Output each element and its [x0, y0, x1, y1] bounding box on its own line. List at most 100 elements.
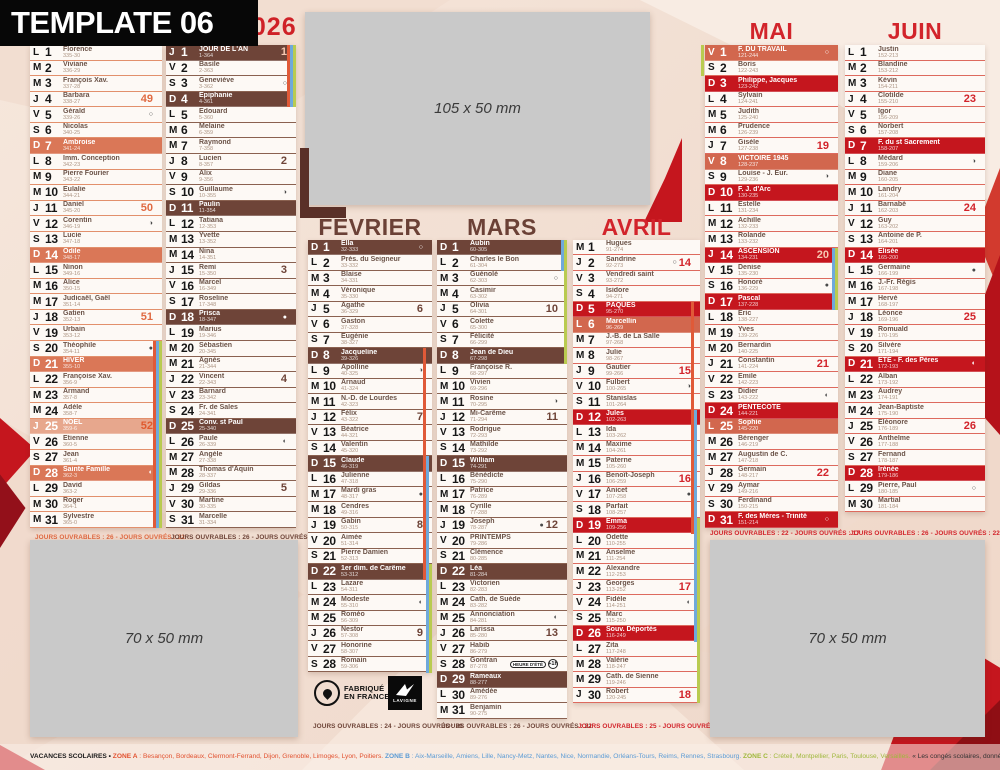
daylight-saving-pill: HEURE D'ÉTÉ [509, 660, 546, 668]
day-letter: V [33, 109, 40, 121]
photo-placeholder-bottom-right[interactable]: 70 x 50 mm [710, 540, 985, 737]
day-number: 8 [860, 154, 867, 169]
day-row: V 1 F. DU TRAVAIL 121-244 ○ [705, 45, 838, 61]
day-info: Ambroise 341-24 [63, 139, 153, 153]
day-letter: L [33, 373, 40, 385]
month-days-janvier: J 1 JOUR DE L'AN 1-364 1 V 2 Basile 2-363 S 3 Genev… [166, 45, 296, 528]
day-name: N.-D. de Lourdes [341, 394, 398, 402]
day-name: Angèle [199, 450, 223, 458]
day-letter: S [576, 504, 583, 516]
day-name: Modeste [341, 595, 370, 603]
day-name: Souv. Déportés [606, 626, 657, 634]
day-right: 4 [281, 373, 296, 385]
day-right: 9 [417, 627, 432, 639]
day-of-year: 347-18 [63, 239, 81, 246]
day-letter: M [311, 596, 320, 608]
day-letter: J [576, 365, 582, 377]
moon-phase-icon: ◐ [418, 598, 423, 606]
day-of-year: 42-323 [341, 401, 359, 408]
day-info: Éléonore 176-189 [878, 419, 964, 433]
day-row: M 16 Alice 350-15 [30, 279, 162, 295]
day-name: Constantin [738, 357, 775, 365]
day-of-year: 119-246 [606, 679, 626, 686]
day-row: D 22 Léa 81-284 [437, 564, 567, 580]
day-number: 5 [860, 107, 867, 122]
day-letter: M [708, 342, 717, 354]
day-info: Geneviève 3-362 [199, 77, 283, 91]
day-info: Fr. de Sales 24-341 [199, 404, 287, 418]
day-of-year: 55-310 [341, 602, 359, 609]
day-number: 21 [720, 356, 733, 371]
day-info: Hervé 168-197 [878, 295, 976, 309]
day-number: 20 [323, 533, 336, 548]
day-info: Théophile 354-11 [63, 342, 149, 356]
day-of-year: 12-353 [199, 223, 217, 230]
day-info: Ninon 349-16 [63, 264, 153, 278]
day-info: Sébastien 20-345 [199, 342, 287, 356]
day-letter: L [440, 581, 447, 593]
day-row: J 15 Remi 15-350 3 [166, 263, 296, 279]
photo-placeholder-bottom-left[interactable]: 70 x 50 mm [30, 540, 298, 737]
day-row: D 7 Ambroise 341-24 [30, 138, 162, 155]
day-of-year: 340-25 [63, 130, 81, 137]
day-info: Gisèle 127-238 [738, 139, 817, 153]
day-letter: L [311, 257, 318, 269]
day-of-year: 80-285 [470, 556, 488, 563]
day-of-year: 14-351 [199, 255, 217, 262]
day-name: Florence [63, 45, 93, 53]
day-name: Emma [606, 518, 628, 526]
day-name: Maxime [606, 441, 632, 449]
day-row: S 7 Félicité 66-299 [437, 333, 567, 349]
day-name: Silvère [878, 341, 901, 349]
day-name: Jules [606, 410, 624, 418]
day-letter: L [440, 365, 447, 377]
day-info: Urbain 353-12 [63, 326, 153, 340]
week-number: 49 [140, 93, 153, 106]
day-name: Conv. st Paul [199, 419, 243, 427]
day-name: Larissa [470, 626, 495, 634]
day-info: Françoise R. 68-297 [470, 364, 558, 378]
day-row: J 1 JOUR DE L'AN 1-364 1 [166, 45, 296, 61]
day-of-year: 6-359 [199, 130, 214, 137]
day-name: Germain [738, 466, 767, 474]
day-number: 2 [860, 60, 867, 75]
day-info: Modeste 55-310 [341, 596, 419, 610]
day-of-year: 165-200 [878, 255, 899, 262]
day-letter: D [169, 311, 177, 323]
day-number: 18 [720, 310, 733, 325]
day-of-year: 345-20 [63, 208, 81, 215]
day-of-year: 40-325 [341, 370, 359, 377]
day-of-year: 139-226 [738, 332, 759, 339]
day-info: Souv. Déportés 116-249 [606, 626, 691, 640]
photo-placeholder-top[interactable]: 105 x 50 mm [305, 12, 650, 205]
template-title: TEMPLATE 06 [0, 0, 258, 46]
day-of-year: 61-304 [470, 262, 488, 269]
day-of-year: 23-342 [199, 395, 217, 402]
day-of-year: 357-8 [63, 395, 78, 402]
day-name: Ambroise [63, 139, 96, 146]
day-name: Bénédicte [470, 472, 504, 480]
day-of-year: 28-337 [199, 473, 217, 480]
day-letter: L [169, 218, 176, 230]
day-row: S 18 Parfait 108-257 [573, 502, 700, 518]
day-number: 25 [720, 419, 733, 434]
moon-phase-icon: ○ [553, 274, 558, 282]
day-name: PÂQUES [606, 302, 636, 310]
day-letter: L [708, 93, 715, 105]
day-name: Barnabé [878, 201, 907, 209]
day-letter: M [708, 436, 717, 448]
day-letter: L [848, 373, 855, 385]
day-of-year: 5-360 [199, 114, 214, 121]
day-of-year: 65-300 [470, 324, 488, 331]
day-letter: M [33, 62, 42, 74]
day-letter: M [848, 77, 857, 89]
day-letter: M [440, 288, 449, 300]
day-right: 15 [679, 365, 700, 377]
day-of-year: 18-347 [199, 317, 217, 324]
day-of-year: 106-259 [606, 479, 627, 486]
day-of-year: 130-235 [738, 192, 759, 199]
moon-phase-icon: ● [539, 521, 544, 529]
day-letter: J [440, 627, 446, 639]
day-info: Fidèle 114-251 [606, 596, 687, 610]
day-number: 23 [860, 388, 873, 402]
